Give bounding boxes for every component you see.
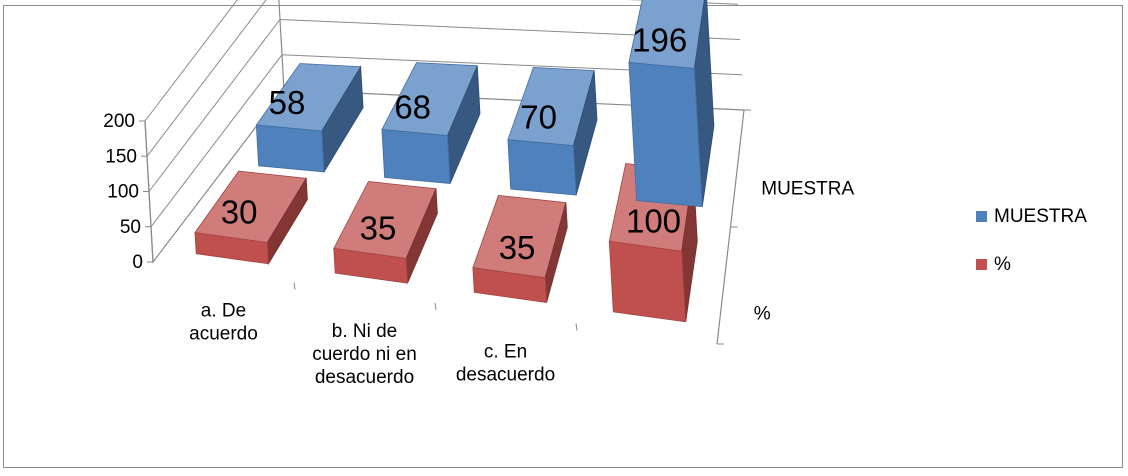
category-line: a. De	[201, 300, 246, 321]
category-line: desacuerdo	[315, 367, 414, 388]
category-line: acuerdo	[189, 323, 258, 344]
legend-item-1: %	[976, 254, 1011, 275]
depth-axis-label: MUESTRA	[761, 179, 854, 200]
bar-%-1	[333, 181, 438, 284]
bar-MUESTRA-0	[255, 63, 364, 174]
y-tick-label: 100	[107, 182, 139, 203]
y-tick-label: 0	[132, 252, 143, 273]
x-tick-mark	[293, 282, 296, 290]
bar-front	[628, 62, 703, 208]
data-label: 70	[520, 99, 557, 136]
category-line: c. En	[484, 341, 527, 362]
y-tick-label: 200	[103, 111, 135, 132]
bar-MUESTRA-3	[628, 0, 715, 208]
y-tick-label: 50	[120, 217, 141, 238]
legend-swatch	[976, 211, 987, 222]
series-front-bars	[255, 0, 715, 208]
legend-swatch	[976, 259, 987, 270]
chart-gridlines	[139, 0, 751, 345]
bar-front	[194, 232, 269, 265]
gridline	[146, 0, 739, 157]
data-label: 100	[626, 202, 681, 239]
side-wall-edge	[278, 0, 285, 91]
depth-axis-label: %	[754, 304, 771, 325]
data-label: 58	[269, 84, 306, 121]
x-category-label: c. En desacuerdo	[456, 341, 555, 385]
bar-%-0	[194, 170, 308, 266]
x-tick-mark	[434, 302, 437, 311]
bar-front	[472, 267, 548, 303]
bar-front	[608, 240, 687, 323]
category-line: cuerdo ni en	[312, 344, 417, 365]
x-axis-category-labels: a. De acuerdo b. Ni de cuerdo ni en desacuer…	[189, 300, 555, 388]
gridline	[148, 18, 741, 192]
x-category-label: a. De acuerdo	[189, 300, 258, 344]
y-axis-ticks: 0 50 100 150 200	[103, 111, 143, 273]
data-label: 68	[394, 89, 431, 126]
y-tick-label: 150	[105, 146, 137, 167]
x-category-label: b. Ni de cuerdo ni en desacuerdo	[312, 321, 417, 388]
data-labels: 30 35 35 100 58 68 70 196	[221, 21, 687, 265]
bar-front	[507, 139, 577, 196]
data-label: 35	[499, 229, 536, 266]
bar-front	[255, 124, 325, 173]
bar-front	[333, 247, 409, 284]
bar-MUESTRA-2	[507, 66, 598, 196]
data-label: 35	[360, 209, 397, 246]
legend-item-0: MUESTRA	[976, 206, 1087, 227]
legend-label: MUESTRA	[994, 206, 1087, 227]
data-label: 30	[221, 194, 258, 231]
category-line: desacuerdo	[456, 364, 555, 385]
x-tick-mark	[575, 323, 578, 331]
legend: MUESTRA%	[976, 206, 1087, 275]
bar-front	[381, 129, 451, 184]
series-back-bars	[194, 163, 698, 323]
depth-axis-labels: % MUESTRA	[754, 179, 855, 325]
category-line: b. Ni de	[332, 321, 397, 342]
gridline	[144, 0, 238, 122]
legend-label: %	[994, 254, 1011, 275]
data-label: 196	[632, 21, 687, 58]
bar-%-2	[472, 194, 568, 303]
gridline	[150, 54, 743, 228]
bar-MUESTRA-1	[381, 62, 481, 184]
